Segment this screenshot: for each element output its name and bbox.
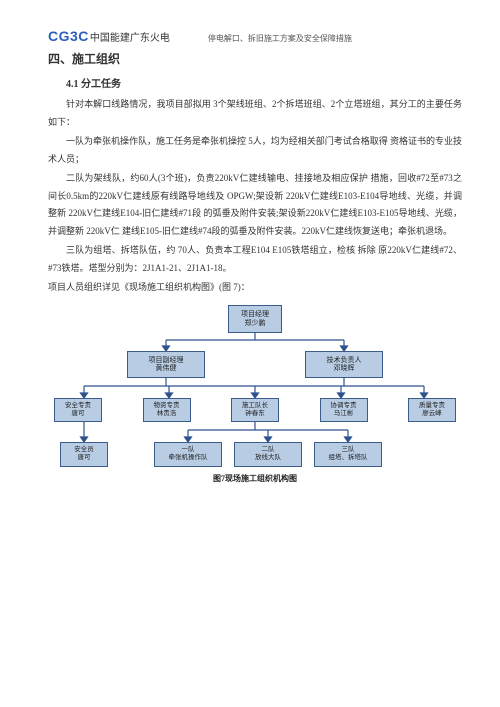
node-pm: 项目经理 郑少鹏 bbox=[228, 305, 282, 333]
edges-r3-r4 bbox=[48, 422, 462, 442]
spacer bbox=[108, 442, 154, 466]
spacer bbox=[222, 442, 234, 466]
edges-r2-r3 bbox=[48, 378, 462, 398]
node-deputy: 项目副经理 黄伟健 bbox=[127, 351, 205, 379]
node-team-1: 一队 牵张机操作队 bbox=[154, 442, 222, 466]
chart-row-1: 项目经理 郑少鹏 bbox=[48, 305, 462, 333]
sub-section-title: 4.1 分工任务 bbox=[66, 75, 462, 90]
node-safety-member: 安全员 唐可 bbox=[60, 442, 108, 466]
node-team-3: 三队 组塔、拆塔队 bbox=[314, 442, 382, 466]
logo-cn: 中国能建广东火电 bbox=[90, 29, 170, 44]
paragraph: 三队为组塔、拆塔队伍，约 70人、负责本工程E104 E105铁塔组立，检核 拆… bbox=[48, 242, 462, 277]
node-team-2: 二队 放线大队 bbox=[234, 442, 302, 466]
node-coord-lead: 协调专责 马江彬 bbox=[320, 398, 368, 422]
section-title: 四、施工组织 bbox=[48, 50, 462, 67]
logo-en: CG3C bbox=[48, 28, 89, 44]
page-header: CG3C 中国能建广东火电 停电解口、拆旧施工方案及安全保障措施 bbox=[48, 28, 462, 44]
node-material-lead: 物资专责 林贵浩 bbox=[143, 398, 191, 422]
paragraph: 针对本解口线路情况，我项目部拟用 3个架线班组、2个拆塔班组、2个立塔班组，其分… bbox=[48, 96, 462, 131]
paragraph: 一队为牵张机操作队，施工任务是牵张机操控 5人，均为经相关部门考试合格取得 资格… bbox=[48, 133, 462, 168]
document-page: CG3C 中国能建广东火电 停电解口、拆旧施工方案及安全保障措施 四、施工组织 … bbox=[0, 0, 500, 494]
chart-row-2: 项目副经理 黄伟健 技术负责人 邓晓辉 bbox=[48, 351, 462, 379]
edges-r1-r2 bbox=[48, 333, 462, 351]
chart-row-3: 安全专责 唐可 物资专责 林贵浩 施工队长 钟春东 协调专责 马江彬 质量专责 … bbox=[48, 398, 462, 422]
chart-row-4: 安全员 唐可 一队 牵张机操作队 二队 放线大队 三队 组塔、拆塔队 bbox=[48, 442, 462, 466]
chart-caption: 图7现场施工组织机构图 bbox=[48, 473, 462, 484]
node-construction-lead: 施工队长 钟春东 bbox=[231, 398, 279, 422]
doc-title: 停电解口、拆旧施工方案及安全保障措施 bbox=[208, 33, 352, 44]
org-chart: 项目经理 郑少鹏 项目副经理 黄伟健 技术负责人 邓晓辉 bbox=[48, 305, 462, 484]
paragraph: 二队为架线队，约60人(3个班)，负责220kV仁建线输电、挂接地及相应保护 措… bbox=[48, 170, 462, 240]
node-tech: 技术负责人 邓晓辉 bbox=[305, 351, 383, 379]
paragraph: 项目人员组织详见《现场施工组织机构图》(图 7)： bbox=[48, 279, 462, 297]
spacer bbox=[302, 442, 314, 466]
node-quality-lead: 质量专责 廖云峰 bbox=[408, 398, 456, 422]
node-safety-lead: 安全专责 唐可 bbox=[54, 398, 102, 422]
